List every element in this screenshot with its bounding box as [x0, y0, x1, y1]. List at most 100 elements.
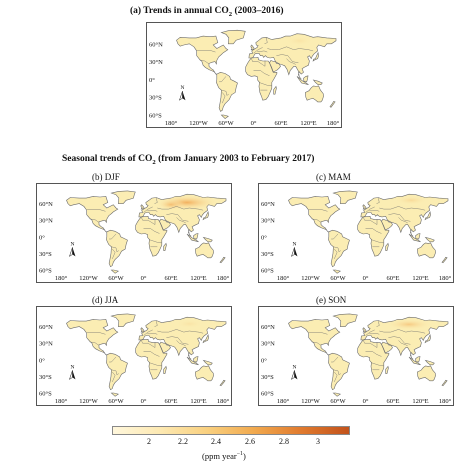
latitude-tick-label: 0° [261, 234, 267, 241]
latitude-tick-label: 60°S [39, 391, 52, 398]
latitude-tick-label: 30°S [261, 374, 274, 381]
landmass-antarctic-peninsula [110, 392, 120, 397]
longitude-tick-label: 60°W [330, 398, 346, 405]
panel-label-mam: (c) MAM [316, 172, 351, 182]
longitude-tick-label: 120°E [190, 275, 206, 282]
landmass-uk [140, 204, 145, 210]
landmass-uk [140, 327, 145, 333]
country-border [143, 351, 160, 357]
map-panel-annual: 60°N 30°N 0° 30°S 60°S 180° 120°W 60°W 0° 60°E 120… [146, 22, 342, 128]
latitude-tick-label: 60°N [39, 324, 53, 331]
longitude-tick-label: 180° [277, 398, 290, 405]
country-borders [197, 37, 314, 104]
landmass-north-america [66, 196, 119, 233]
country-border [398, 340, 408, 347]
north-arrow-icon: N [68, 364, 76, 381]
country-border [333, 369, 341, 376]
country-border [141, 339, 156, 348]
longitude-tick-label: 0° [363, 398, 369, 405]
land-group [176, 29, 337, 119]
country-border [143, 206, 153, 213]
landmass-north-america [66, 319, 119, 356]
landmass-new-zealand [219, 256, 226, 264]
landmass-indonesia [186, 356, 199, 366]
landmass-japan [312, 51, 319, 62]
longitude-tick-label: 180° [439, 398, 452, 405]
country-border [365, 206, 375, 213]
landmass-south-america [106, 229, 128, 268]
country-border [258, 82, 272, 87]
country-border [109, 233, 117, 240]
latitude-tick-label: 30°S [261, 251, 274, 258]
country-border [334, 371, 338, 382]
country-borders [87, 321, 204, 382]
longitude-tick-label: 60°E [164, 275, 177, 282]
colorbar-tick-label: 2.6 [245, 437, 255, 446]
landmass-africa [135, 338, 168, 380]
trend-hotspot [395, 195, 428, 205]
longitude-tick-label: 120°W [301, 398, 320, 405]
country-border [157, 206, 204, 211]
trend-hotspot [175, 319, 204, 329]
longitude-tick-label: 180° [439, 275, 452, 282]
landmass-antarctic-peninsula [332, 269, 342, 274]
country-border [334, 248, 338, 259]
figure-title-seasonal: Seasonal trends of CO2 (from January 200… [62, 154, 315, 166]
country-border [143, 228, 160, 234]
country-border [264, 37, 268, 44]
landmass-africa [357, 338, 390, 380]
landmass-new-guinea [424, 236, 435, 243]
country-border [251, 57, 266, 67]
landmass-australia [194, 242, 214, 259]
country-border [154, 321, 158, 327]
landmass-australia [194, 365, 214, 382]
landmass-new-zealand [441, 379, 448, 387]
landmass-arabia [381, 341, 393, 353]
country-border [333, 246, 341, 253]
map-panel-mam: 60°N 30°N 0° 30°S 60°S 180° 120°W 60°W 0° 60°E 120… [258, 183, 454, 283]
longitude-tick-label: 180° [327, 120, 340, 127]
landmass-north-america [176, 35, 229, 75]
latitude-tick-label: 30°S [39, 374, 52, 381]
country-border [365, 351, 382, 357]
country-border [87, 209, 106, 212]
landmass-africa [357, 215, 390, 257]
country-border [363, 216, 378, 225]
latitude-tick-label: 60°S [261, 268, 274, 275]
north-arrow-label: N [70, 364, 74, 370]
latitude-tick-label: 60°S [261, 391, 274, 398]
longitude-tick-label: 120°E [412, 275, 428, 282]
land-group [66, 313, 227, 397]
landmass-indonesia [408, 233, 421, 243]
longitude-tick-label: 0° [363, 275, 369, 282]
country-border [309, 332, 328, 335]
landmass-north-america [288, 319, 341, 356]
country-border [89, 341, 100, 346]
landmass-south-america [328, 229, 350, 268]
longitude-tick-label: 120°E [412, 398, 428, 405]
colorbar-tick-label: 2.4 [211, 437, 221, 446]
country-border [87, 332, 106, 335]
landmass-eurasia [248, 33, 337, 80]
country-border [222, 92, 226, 104]
landmass-madagascar [273, 85, 277, 95]
landmass-japan [424, 210, 431, 221]
latitude-tick-label: 60°N [39, 201, 53, 208]
landmass-madagascar [385, 242, 389, 251]
north-arrow-icon: N [290, 241, 298, 258]
country-border [157, 329, 204, 334]
country-border [311, 218, 322, 223]
landmass-north-america [288, 196, 341, 233]
country-border [111, 246, 119, 253]
landmass-new-zealand [441, 256, 448, 264]
landmass-borneo [193, 356, 199, 363]
landmass-eurasia [360, 193, 449, 237]
landmass-greenland [220, 29, 246, 45]
landmass-indonesia [296, 76, 309, 85]
panel-label-jja: (d) JJA [92, 295, 119, 305]
landmass-arabia [381, 218, 393, 230]
country-border [309, 209, 328, 212]
country-border [331, 233, 339, 240]
